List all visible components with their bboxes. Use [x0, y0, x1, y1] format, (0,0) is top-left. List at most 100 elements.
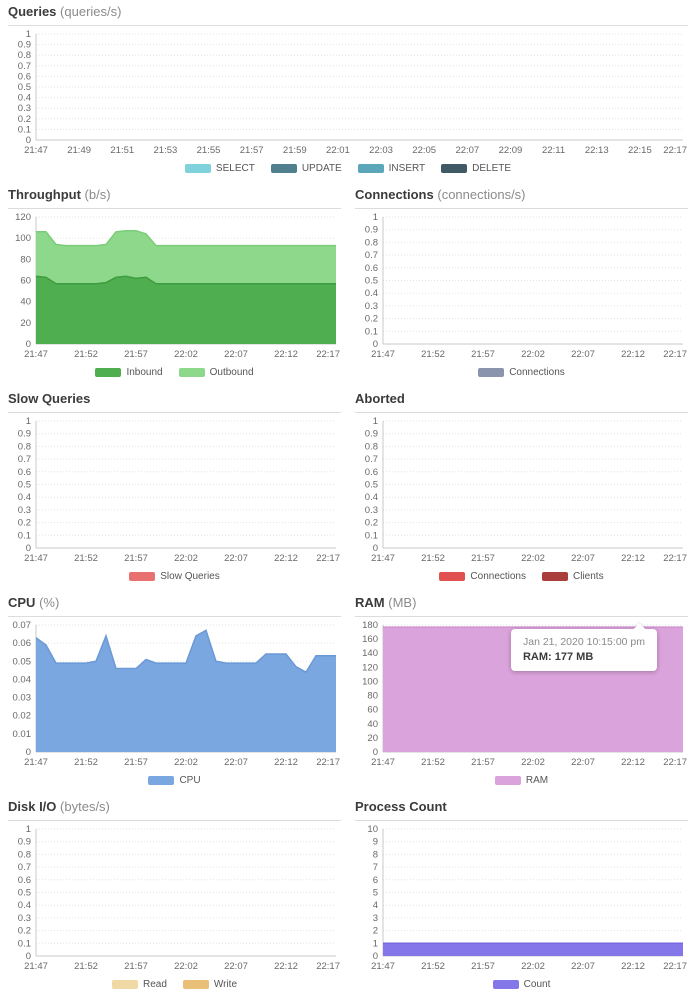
svg-text:0.1: 0.1	[18, 530, 31, 541]
legend-item[interactable]: Count	[492, 979, 550, 990]
panel-throughput: Throughput (b/s) 120 100 80 60 40 20 0 21:47 21:…	[8, 187, 341, 381]
svg-text:0.8: 0.8	[18, 849, 31, 860]
svg-text:1: 1	[373, 212, 378, 223]
cpu-legend: CPU	[8, 771, 341, 789]
svg-text:9: 9	[373, 837, 378, 848]
svg-text:0.9: 0.9	[365, 429, 378, 440]
svg-text:0.7: 0.7	[365, 250, 378, 261]
svg-text:22:02: 22:02	[521, 349, 545, 360]
svg-text:22:07: 22:07	[571, 961, 595, 972]
svg-text:22:02: 22:02	[521, 757, 545, 768]
legend-item[interactable]: CPU	[148, 775, 201, 786]
svg-text:21:57: 21:57	[471, 961, 495, 972]
svg-text:0.01: 0.01	[13, 729, 32, 740]
legend-swatch	[439, 571, 466, 581]
svg-text:22:17: 22:17	[663, 145, 687, 156]
legend-item[interactable]: Connections	[439, 571, 526, 582]
legend-item[interactable]: Connections	[478, 367, 565, 378]
legend-swatch	[478, 367, 505, 377]
legend-item[interactable]: INSERT	[357, 163, 425, 174]
svg-text:22:02: 22:02	[174, 349, 198, 360]
legend-swatch	[184, 163, 211, 173]
svg-text:0.9: 0.9	[18, 429, 31, 440]
svg-text:21:47: 21:47	[371, 553, 395, 564]
svg-text:0.6: 0.6	[18, 875, 31, 886]
legend-item[interactable]: RAM	[494, 775, 548, 786]
svg-text:21:47: 21:47	[24, 349, 48, 360]
legend-item[interactable]: DELETE	[441, 163, 511, 174]
svg-text:22:07: 22:07	[224, 961, 248, 972]
svg-text:0: 0	[373, 339, 378, 350]
svg-text:21:47: 21:47	[24, 961, 48, 972]
svg-text:21:52: 21:52	[74, 961, 98, 972]
throughput-chart-canvas[interactable]: 120 100 80 60 40 20 021:47 21:52 21:57 22:02 22:07…	[8, 212, 341, 361]
svg-text:0.5: 0.5	[365, 276, 378, 287]
svg-text:22:17: 22:17	[316, 553, 340, 564]
svg-text:0.3: 0.3	[18, 103, 31, 114]
panel-slow-queries: Slow Queries 1 0.9 0.8 0.7 0.6 0.5 0.4 0.3 0.2 0.…	[8, 391, 341, 585]
svg-text:0.2: 0.2	[365, 518, 378, 529]
chart-title-text: Queries	[8, 4, 57, 19]
svg-text:22:02: 22:02	[174, 553, 198, 564]
chart-title-disk-io: Disk I/O (bytes/s)	[8, 799, 341, 821]
chart-title-process-count: Process Count	[355, 799, 688, 821]
legend-label: Slow Queries	[160, 570, 220, 582]
aborted-chart-canvas[interactable]: 1 0.90.8 0.7 0.6 0.50.4 0.3 0.20.1 021:47 21:52 2…	[355, 416, 688, 565]
svg-text:120: 120	[15, 212, 31, 223]
legend-item[interactable]: UPDATE	[270, 163, 342, 174]
svg-text:8: 8	[373, 849, 378, 860]
svg-text:0.5: 0.5	[18, 480, 31, 491]
legend-item[interactable]: SELECT	[184, 163, 255, 174]
legend-item[interactable]: Slow Queries	[129, 570, 220, 582]
svg-text:22:17: 22:17	[316, 961, 340, 972]
svg-text:21:52: 21:52	[421, 757, 445, 768]
chart-units: (b/s)	[84, 187, 111, 202]
legend-swatch	[148, 775, 175, 785]
legend-label: Read	[142, 978, 167, 990]
chart-title-slow-queries: Slow Queries	[8, 391, 341, 413]
svg-text:21:51: 21:51	[110, 145, 134, 156]
svg-text:22:07: 22:07	[224, 757, 248, 768]
svg-text:7: 7	[373, 862, 378, 873]
chart-title-text: Throughput	[8, 187, 81, 202]
svg-text:0.1: 0.1	[18, 938, 31, 949]
svg-text:60: 60	[20, 276, 31, 287]
legend-item[interactable]: Clients	[542, 571, 604, 582]
svg-text:21:57: 21:57	[471, 349, 495, 360]
svg-text:0.6: 0.6	[365, 467, 378, 478]
svg-text:22:17: 22:17	[316, 349, 340, 360]
svg-text:0.5: 0.5	[18, 82, 31, 93]
svg-text:22:12: 22:12	[621, 349, 645, 360]
legend-swatch	[129, 571, 156, 581]
svg-text:0.03: 0.03	[13, 693, 32, 704]
chart-title-aborted: Aborted	[355, 391, 688, 413]
legend-item[interactable]: Outbound	[178, 367, 254, 378]
svg-text:0.8: 0.8	[18, 50, 31, 61]
svg-text:22:05: 22:05	[412, 145, 436, 156]
svg-text:0.3: 0.3	[18, 505, 31, 516]
cpu-chart-canvas[interactable]: 0.07 0.06 0.05 0.04 0.03 0.02 0.01 021:47 21:52 2…	[8, 620, 341, 769]
svg-text:21:57: 21:57	[124, 961, 148, 972]
chart-units: (MB)	[388, 595, 417, 610]
svg-text:22:12: 22:12	[621, 961, 645, 972]
svg-text:10: 10	[367, 824, 378, 835]
slow-queries-chart-canvas[interactable]: 1 0.90.8 0.7 0.6 0.50.4 0.3 0.20.1 021:47 21:52 2…	[8, 416, 341, 565]
svg-text:0.4: 0.4	[18, 93, 31, 104]
svg-text:0.1: 0.1	[365, 326, 378, 337]
legend-item[interactable]: Read	[111, 978, 167, 990]
connections-legend: Connections	[355, 363, 688, 381]
svg-text:22:07: 22:07	[571, 757, 595, 768]
svg-text:100: 100	[362, 676, 378, 687]
disk-io-chart-canvas[interactable]: 1 0.90.8 0.7 0.6 0.50.4 0.3 0.20.1 021:47 21:52 2…	[8, 824, 341, 973]
svg-text:1: 1	[26, 824, 31, 835]
legend-item[interactable]: Write	[182, 979, 237, 990]
svg-text:22:02: 22:02	[174, 961, 198, 972]
legend-item[interactable]: Inbound	[95, 367, 163, 378]
svg-text:0.7: 0.7	[18, 862, 31, 873]
svg-text:22:12: 22:12	[621, 757, 645, 768]
panel-cpu: CPU (%) 0.07 0.06 0.05 0.04 0.03 0.02 0.01 0 21:…	[8, 595, 341, 789]
svg-text:0.4: 0.4	[18, 492, 31, 503]
connections-chart-canvas[interactable]: 1 0.90.8 0.7 0.6 0.50.4 0.3 0.20.1 021:47 21:52 2…	[355, 212, 688, 361]
